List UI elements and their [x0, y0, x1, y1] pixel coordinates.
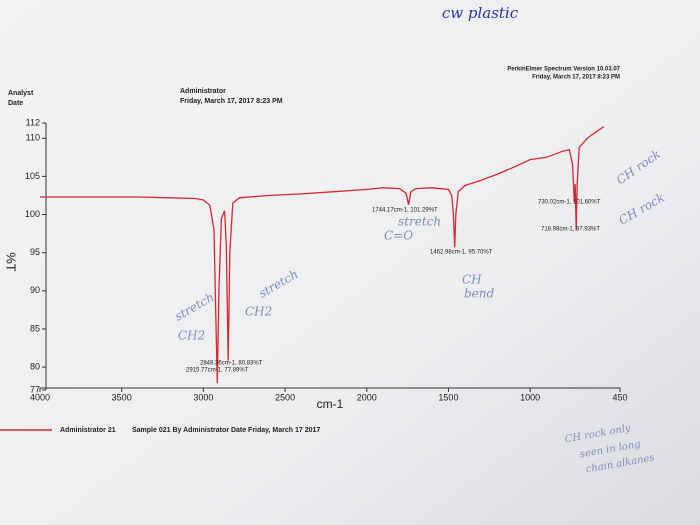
y-tick-label: 110 [26, 133, 40, 143]
x-tick-label: 3000 [193, 392, 213, 402]
peak-label: 2848.36cm-1, 80.83%T [200, 361, 263, 367]
x-tick-label: 3500 [112, 392, 132, 402]
handwritten-note: C=O [384, 229, 413, 243]
handwritten-note: CH2 [178, 329, 205, 343]
analyst-label: Analyst [8, 90, 34, 97]
spectrum-line [40, 126, 605, 384]
y-tick-label: 100 [25, 209, 40, 219]
peak-label: 2915.77cm-1, 77.89%T [186, 368, 249, 374]
analyst-value: Administrator [180, 88, 226, 95]
y-tick-label: 80 [30, 361, 40, 371]
handwritten-title: cw plastic [442, 4, 519, 22]
print-date: Friday, March 17, 2017 8:23 PM [532, 75, 620, 81]
y-axis-label: %T [4, 252, 19, 272]
handwritten-note: stretch [398, 215, 441, 229]
date-value: Friday, March 17, 2017 8:23 PM [180, 98, 283, 105]
x-axis-label: cm-1 [317, 397, 344, 411]
legend-caption: Sample 021 By Administrator Date Friday,… [132, 427, 320, 434]
x-tick-label: 2000 [357, 392, 377, 402]
legend-label: Administrator 21 [60, 427, 116, 434]
y-tick-label: 95 [30, 247, 40, 257]
date-label: Date [8, 100, 23, 107]
x-tick-label: 450 [612, 392, 627, 402]
x-tick-label: 1500 [438, 392, 458, 402]
x-tick-label: 2500 [275, 392, 295, 402]
y-tick-label: 90 [30, 285, 40, 295]
software-version: PerkinElmer Spectrum Version 10.03.07 [507, 67, 620, 73]
x-tick-label: 4000 [30, 392, 50, 402]
x-tick-label: 1000 [520, 392, 540, 402]
y-tick-label: 77 [30, 384, 40, 394]
peak-label: 718.98cm-1, 97.93%T [541, 227, 600, 233]
y-tick-label: 85 [30, 323, 40, 333]
handwritten-note: CH [462, 273, 482, 287]
peak-label: 730.02cm-1, 101.60%T [538, 200, 601, 206]
y-tick-label: 105 [25, 171, 40, 181]
handwritten-note: bend [464, 287, 495, 301]
y-tick-label: 112 [26, 117, 40, 127]
handwritten-note: CH2 [245, 305, 272, 319]
peak-label: 1744.17cm-1, 101.29%T [372, 208, 438, 214]
peak-label: 1462.98cm-1, 95.70%T [430, 250, 493, 256]
